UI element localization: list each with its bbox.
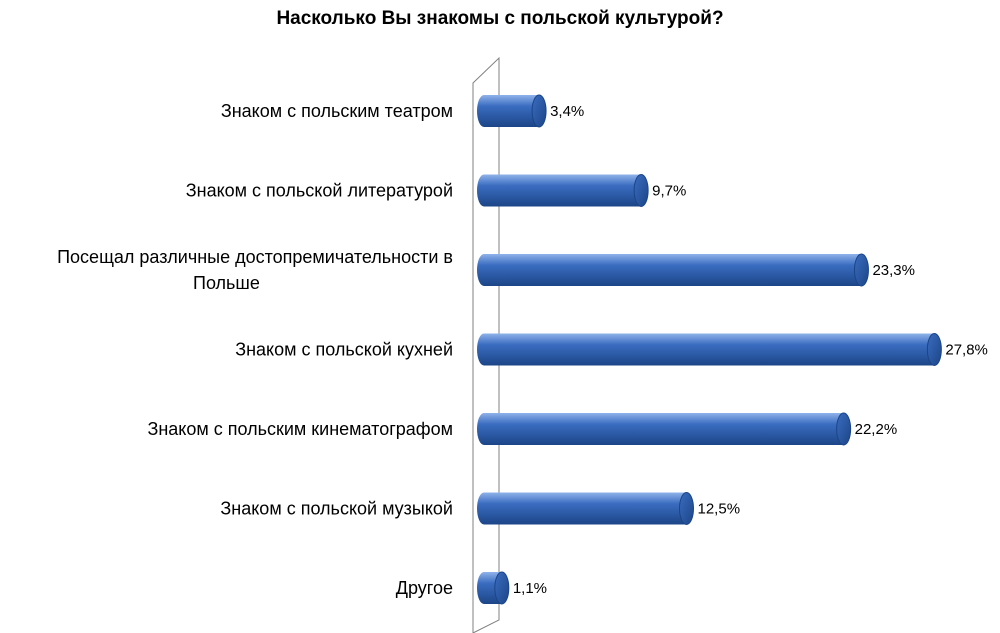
bar-body: [484, 174, 642, 207]
bar-start-cap: [477, 95, 491, 127]
bar-end-cap: [926, 333, 942, 366]
bar-body: [484, 333, 935, 366]
bar-end-cap: [531, 94, 547, 128]
category-label: Другое: [396, 578, 453, 598]
category-label: Знаком с польской кухней: [235, 340, 453, 360]
bar-body: [484, 95, 540, 127]
bar: [477, 253, 869, 287]
bar: [477, 571, 510, 605]
bar: [477, 412, 852, 446]
bar-start-cap: [477, 492, 491, 525]
bar-start-cap: [477, 413, 491, 445]
data-label: 27,8%: [945, 342, 988, 359]
data-label: 12,5%: [698, 501, 741, 518]
bar-end-cap: [679, 492, 694, 525]
bar-end-cap: [494, 571, 510, 605]
bar-start-cap: [477, 333, 491, 366]
bar: [477, 333, 942, 366]
category-label: Знаком с польской литературой: [186, 181, 453, 201]
axis-wall: [472, 56, 500, 633]
category-label: Польше: [193, 273, 260, 293]
data-label: 9,7%: [652, 183, 686, 200]
bar-start-cap: [477, 174, 491, 207]
category-label: Знаком с польским кинематографом: [147, 419, 453, 439]
bar-end-cap: [633, 174, 649, 207]
chart-title: Насколько Вы знакомы с польской культуро…: [276, 8, 724, 29]
bar: [477, 492, 694, 525]
bar-start-cap: [477, 572, 491, 604]
bar: [477, 174, 649, 207]
category-label: Посещал различные достопремичательности …: [57, 247, 453, 267]
bar-body: [484, 254, 862, 286]
data-label: 1,1%: [513, 580, 547, 597]
data-label: 22,2%: [855, 421, 898, 438]
bar-body: [484, 492, 687, 525]
bar: [477, 94, 547, 128]
data-label: 23,3%: [872, 262, 915, 279]
category-label: Знаком с польской музыкой: [220, 499, 453, 519]
bar-body: [484, 413, 844, 445]
bar-end-cap: [836, 412, 852, 446]
data-label: 3,4%: [550, 103, 584, 120]
category-label: Знаком с польским театром: [221, 101, 453, 121]
bar-end-cap: [853, 253, 869, 287]
bar-start-cap: [477, 254, 491, 286]
